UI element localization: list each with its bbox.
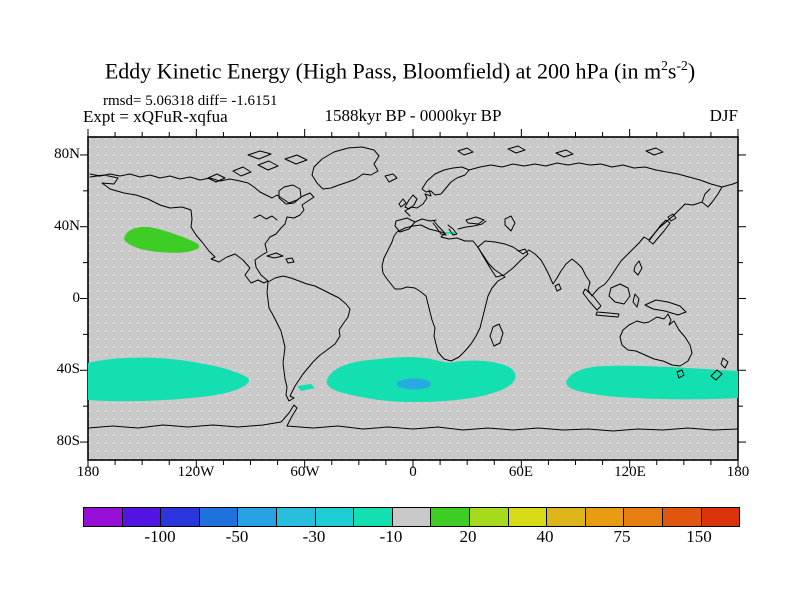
lon-label-180e: 180 [726, 464, 750, 480]
colorbar-segment [661, 508, 701, 526]
lat-label-40n: 40N [54, 218, 80, 234]
coastline-arabia [477, 240, 529, 278]
coastline-britain [404, 194, 418, 210]
colorbar-label-n30: -30 [302, 527, 326, 546]
experiment-label: Expt = xQFuR-xqfua [83, 107, 228, 126]
coastline-cuba [266, 252, 284, 259]
lon-label-120w: 120W [177, 464, 215, 480]
colorbar-segment [391, 508, 431, 526]
anomaly-region-south-pacific [88, 357, 249, 402]
coastline-iberia [394, 217, 416, 233]
coastline-greece [447, 224, 458, 236]
lat-label-40s: 40S [56, 361, 80, 377]
coastline-caspian-sea [504, 215, 516, 232]
colorbar-segment [160, 508, 199, 526]
coastline-java [595, 311, 620, 318]
colorbar-label-n100: -100 [144, 527, 176, 546]
coastline-australia [619, 313, 693, 367]
coastline-great-lakes [253, 214, 278, 221]
title-close-paren: ) [687, 58, 696, 84]
colorbar-segment [121, 508, 161, 526]
coastline-japan [648, 213, 677, 245]
period-label: 1588kyr BP - 0000kyr BP [324, 106, 502, 125]
colorbar-label-40: 40 [536, 527, 554, 546]
colorbar-label-n10: -10 [379, 527, 403, 546]
colorbar-label-20: 20 [459, 527, 477, 546]
colorbar-segment [546, 508, 585, 526]
lon-label-0: 0 [409, 464, 417, 480]
anomaly-core-south-atlantic [397, 378, 431, 390]
lon-label-60e: 60E [508, 464, 534, 480]
coastline-mediterranean-north [414, 218, 487, 230]
coastline-madagascar [489, 323, 504, 347]
coastline-new-guinea [644, 299, 687, 316]
colorbar-segment [623, 508, 662, 526]
coastlines [87, 145, 739, 432]
coastline-arctic-islands [207, 145, 664, 183]
axis-ticks [80, 129, 746, 468]
coastline-north-america [89, 173, 315, 284]
stats-line: rmsd= 5.06318 diff= -1.6151 [103, 93, 278, 109]
map-frame [87, 136, 739, 461]
colorbar-segment [353, 508, 392, 526]
colorbar-segment [468, 508, 508, 526]
colorbar-segment [314, 508, 354, 526]
coastline-tasmania [676, 369, 685, 379]
title-superscript-minus2: -2 [676, 58, 688, 73]
lon-label-180w: 180 [76, 464, 100, 480]
coastline-ireland [398, 198, 407, 208]
coastline-philippines [633, 260, 643, 276]
colorbar-segment [84, 508, 122, 526]
lon-label-60w: 60W [290, 464, 320, 480]
coastline-iceland [384, 173, 398, 183]
anomaly-region-north-pacific [124, 226, 200, 253]
colorbar-segment [584, 508, 624, 526]
colorbar-segment [198, 508, 238, 526]
lat-label-80s: 80S [56, 433, 80, 449]
coastline-greenland [311, 146, 380, 190]
lat-label-0: 0 [72, 290, 81, 306]
coastline-black-sea [465, 216, 485, 225]
world-map [80, 129, 746, 468]
coastline-africa [381, 224, 506, 362]
colorbar [83, 507, 740, 527]
colorbar-segment [700, 508, 740, 526]
colorbar-segment [507, 508, 547, 526]
anomaly-regions [88, 226, 738, 403]
title-units-s: s [667, 58, 677, 84]
plot-title: Eddy Kinetic Energy (High Pass, Bloomfie… [0, 58, 800, 84]
colorbar-label-150: 150 [686, 527, 712, 546]
coastline-west-europe [404, 189, 432, 217]
colorbar-label-n50: -50 [225, 527, 249, 546]
coastline-hispaniola [285, 257, 295, 264]
coastline-hudson-bay [278, 184, 302, 205]
lon-label-120e: 120E [614, 464, 646, 480]
coastline-borneo [608, 283, 631, 305]
lat-label-80n: 80N [54, 146, 80, 162]
season-label: DJF [709, 106, 738, 125]
coastline-antarctica [87, 404, 739, 432]
coastline-scandinavia [421, 166, 470, 196]
title-superscript-2: 2 [661, 58, 668, 73]
coastline-sulawesi [632, 293, 640, 308]
coastline-sri-lanka [554, 283, 562, 292]
coastline-sumatra [582, 288, 602, 311]
coastline-italy [432, 220, 447, 236]
coastline-south-america [266, 275, 351, 402]
anomaly-region-patagonia-patch [297, 384, 315, 391]
title-text: Eddy Kinetic Energy (High Pass, Bloomfie… [104, 58, 662, 84]
anomaly-dash-mediterranean [446, 232, 455, 234]
coastline-asia-north [468, 162, 739, 188]
coastline-new-zealand [710, 357, 729, 381]
anomaly-region-south-of-australia [566, 365, 738, 400]
colorbar-segment [237, 508, 276, 526]
colorbar-segment [430, 508, 469, 526]
colorbar-segment [275, 508, 315, 526]
colorbar-label-75: 75 [613, 527, 631, 546]
